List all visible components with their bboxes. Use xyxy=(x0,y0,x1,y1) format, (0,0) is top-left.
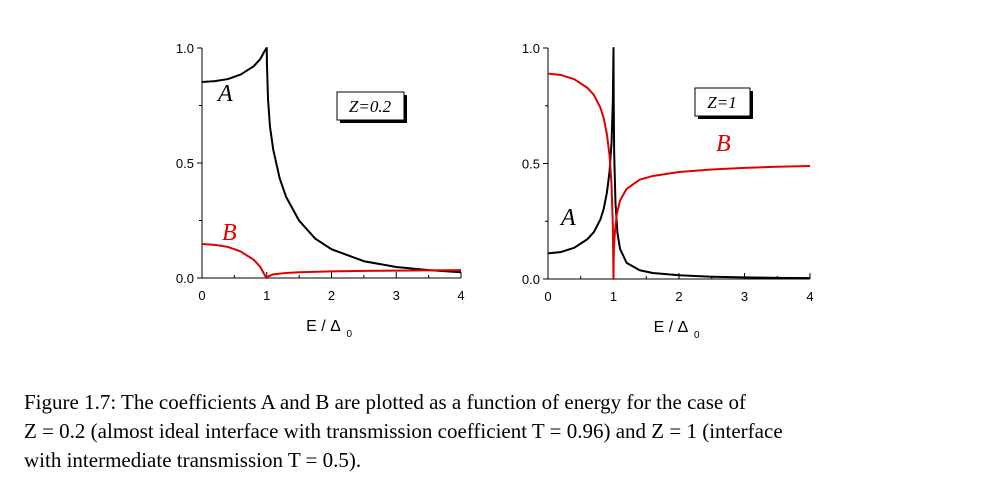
x-tick-label: 0 xyxy=(544,289,551,304)
x-axis-label: E / Δ xyxy=(654,319,689,336)
y-tick-label: 1.0 xyxy=(176,41,194,56)
series-label-B: B xyxy=(716,131,731,157)
chart-panel-z02: 0 1 2 3 4 0.0 0.5 1.0 E / Δ 0 A B Z=0.2 xyxy=(176,41,465,340)
series-label-B: B xyxy=(222,220,237,246)
annotation-box xyxy=(694,87,751,117)
x-axis-label: E / Δ xyxy=(306,318,341,335)
y-tick-label: 0.0 xyxy=(176,271,194,286)
caption-line-2: Z = 0.2 (almost ideal interface with tra… xyxy=(24,419,783,443)
series-line-A xyxy=(547,47,811,280)
annotation-label: Z=1 xyxy=(707,93,736,112)
y-tick-label: 0.5 xyxy=(522,157,540,172)
x-tick-label: 1 xyxy=(263,288,270,303)
series-line-B xyxy=(201,242,462,279)
x-tick-label: 4 xyxy=(806,289,813,304)
annotation-box xyxy=(336,91,405,121)
x-tick-label: 2 xyxy=(675,289,682,304)
chart-panel-z1: 0 1 2 3 4 0.0 0.5 1.0 E / Δ 0 A B Z=1 xyxy=(522,41,814,341)
series-label-A: A xyxy=(216,81,233,107)
x-tick-label: 3 xyxy=(393,288,400,303)
x-tick-label: 1 xyxy=(610,289,617,304)
x-tick-label: 0 xyxy=(198,288,205,303)
y-tick-label: 0.5 xyxy=(176,156,194,171)
y-tick-label: 1.0 xyxy=(522,41,540,56)
caption-line-3: with intermediate transmission T = 0.5). xyxy=(24,448,362,472)
x-axis-label-subscript: 0 xyxy=(347,329,353,340)
annotation-label: Z=0.2 xyxy=(349,97,392,116)
y-tick-label: 0.0 xyxy=(522,272,540,287)
figure-caption: Figure 1.7: The coefficients A and B are… xyxy=(24,388,966,475)
x-axis-label-subscript: 0 xyxy=(694,330,700,341)
caption-line-1: Figure 1.7: The coefficients A and B are… xyxy=(24,390,746,414)
series-line-B xyxy=(547,72,811,280)
series-label-A: A xyxy=(559,205,576,231)
series-line-A xyxy=(201,47,462,274)
x-tick-label: 4 xyxy=(457,288,464,303)
x-tick-label: 2 xyxy=(328,288,335,303)
x-tick-label: 3 xyxy=(741,289,748,304)
